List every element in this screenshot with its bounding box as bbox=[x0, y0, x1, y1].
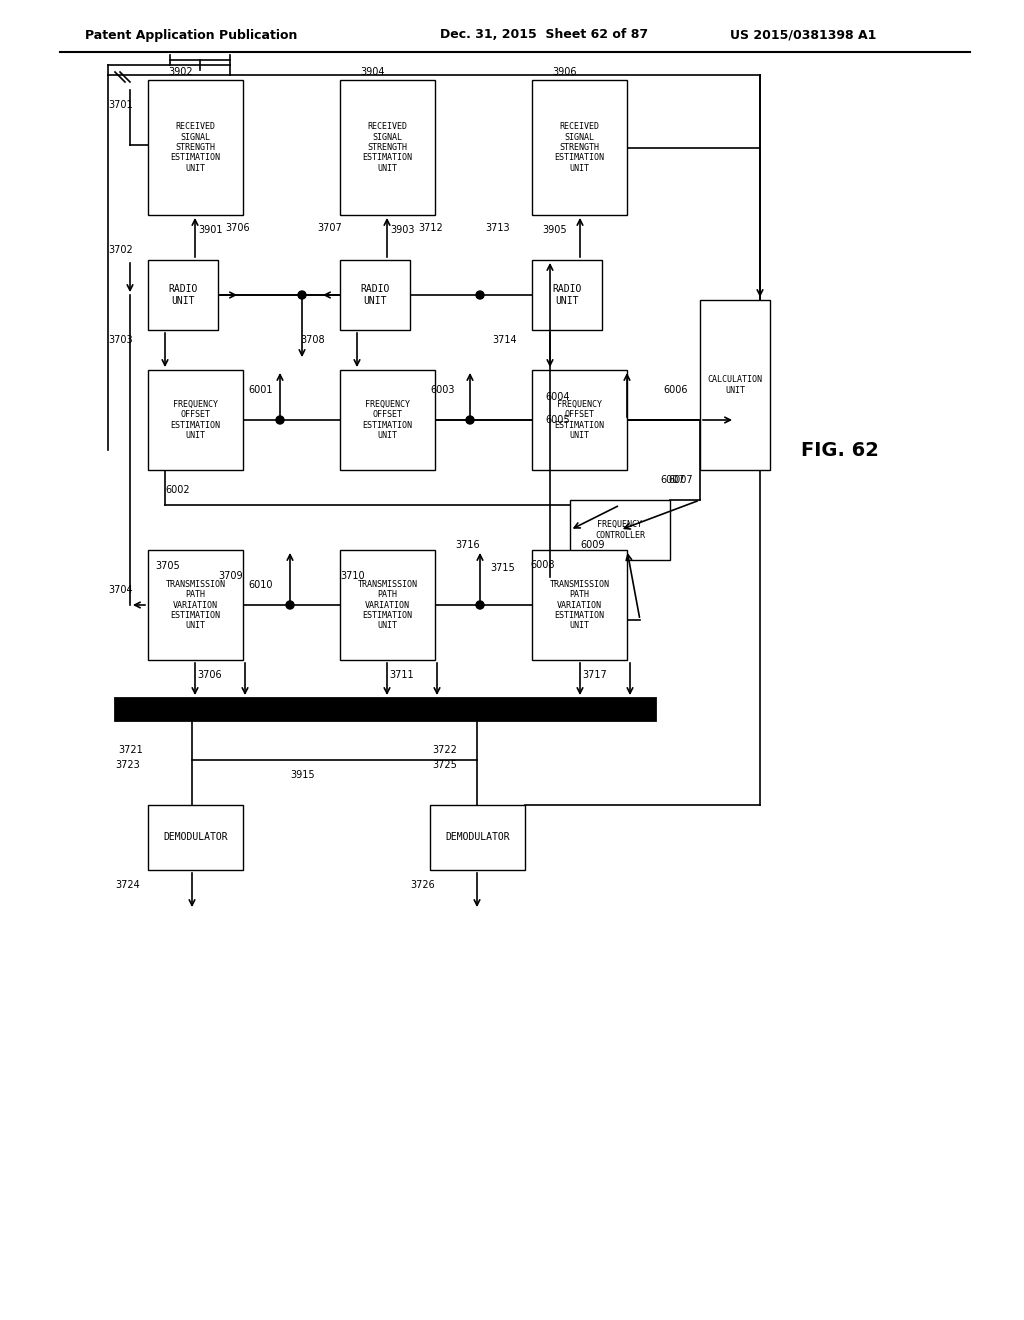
Text: FIG. 62: FIG. 62 bbox=[801, 441, 879, 459]
Text: 3713: 3713 bbox=[485, 223, 510, 234]
Text: 6007: 6007 bbox=[660, 475, 685, 484]
Text: 3711: 3711 bbox=[389, 671, 414, 680]
FancyBboxPatch shape bbox=[532, 550, 627, 660]
FancyBboxPatch shape bbox=[700, 300, 770, 470]
Text: 3901: 3901 bbox=[198, 224, 222, 235]
Text: 3704: 3704 bbox=[108, 585, 133, 595]
Circle shape bbox=[298, 290, 306, 300]
Text: 3706: 3706 bbox=[197, 671, 221, 680]
Text: Patent Application Publication: Patent Application Publication bbox=[85, 29, 297, 41]
Text: FREQUENCY
OFFSET
ESTIMATION
UNIT: FREQUENCY OFFSET ESTIMATION UNIT bbox=[555, 400, 604, 440]
Text: 3904: 3904 bbox=[360, 67, 384, 77]
Bar bbox=[115, 698, 655, 719]
FancyBboxPatch shape bbox=[340, 550, 435, 660]
Text: 3717: 3717 bbox=[582, 671, 607, 680]
Text: 6002: 6002 bbox=[165, 484, 189, 495]
Text: CALCULATION
UNIT: CALCULATION UNIT bbox=[708, 375, 763, 395]
FancyBboxPatch shape bbox=[148, 370, 243, 470]
Text: 3715: 3715 bbox=[490, 564, 515, 573]
Text: 6006: 6006 bbox=[663, 385, 687, 395]
Circle shape bbox=[276, 416, 284, 424]
Text: RECEIVED
SIGNAL
STRENGTH
ESTIMATION
UNIT: RECEIVED SIGNAL STRENGTH ESTIMATION UNIT bbox=[171, 123, 220, 173]
Text: 3710: 3710 bbox=[340, 572, 365, 581]
Text: 3701: 3701 bbox=[108, 100, 133, 110]
Text: 3915: 3915 bbox=[290, 770, 314, 780]
Text: 6008: 6008 bbox=[530, 560, 555, 570]
FancyBboxPatch shape bbox=[532, 81, 627, 215]
FancyBboxPatch shape bbox=[340, 370, 435, 470]
FancyBboxPatch shape bbox=[148, 81, 243, 215]
Text: 6009: 6009 bbox=[580, 540, 604, 550]
Text: 3716: 3716 bbox=[455, 540, 479, 550]
Text: FREQUENCY
OFFSET
ESTIMATION
UNIT: FREQUENCY OFFSET ESTIMATION UNIT bbox=[171, 400, 220, 440]
Text: DEMODULATOR: DEMODULATOR bbox=[445, 833, 510, 842]
Text: RADIO
UNIT: RADIO UNIT bbox=[552, 284, 582, 306]
Text: 3708: 3708 bbox=[300, 335, 325, 345]
Text: 3703: 3703 bbox=[108, 335, 133, 345]
Circle shape bbox=[286, 601, 294, 609]
Text: 6010: 6010 bbox=[248, 579, 272, 590]
Text: 6005: 6005 bbox=[545, 414, 569, 425]
Text: TRANSMISSION
PATH
VARIATION
ESTIMATION
UNIT: TRANSMISSION PATH VARIATION ESTIMATION U… bbox=[357, 579, 418, 630]
Text: 3905: 3905 bbox=[542, 224, 566, 235]
FancyBboxPatch shape bbox=[430, 805, 525, 870]
Text: 6003: 6003 bbox=[430, 385, 455, 395]
Text: 3707: 3707 bbox=[317, 223, 342, 234]
Circle shape bbox=[476, 601, 484, 609]
Text: 6004: 6004 bbox=[545, 392, 569, 403]
Text: 3725: 3725 bbox=[432, 760, 457, 770]
Text: 3702: 3702 bbox=[108, 246, 133, 255]
Text: 3906: 3906 bbox=[552, 67, 577, 77]
Text: FREQUENCY
CONTROLLER: FREQUENCY CONTROLLER bbox=[595, 520, 645, 540]
Text: 3721: 3721 bbox=[118, 744, 142, 755]
FancyBboxPatch shape bbox=[532, 260, 602, 330]
Circle shape bbox=[476, 290, 484, 300]
Text: 6001: 6001 bbox=[248, 385, 272, 395]
Circle shape bbox=[466, 416, 474, 424]
Text: RECEIVED
SIGNAL
STRENGTH
ESTIMATION
UNIT: RECEIVED SIGNAL STRENGTH ESTIMATION UNIT bbox=[362, 123, 413, 173]
Text: RECEIVED
SIGNAL
STRENGTH
ESTIMATION
UNIT: RECEIVED SIGNAL STRENGTH ESTIMATION UNIT bbox=[555, 123, 604, 173]
Text: Dec. 31, 2015  Sheet 62 of 87: Dec. 31, 2015 Sheet 62 of 87 bbox=[440, 29, 648, 41]
FancyBboxPatch shape bbox=[340, 260, 410, 330]
Text: RADIO
UNIT: RADIO UNIT bbox=[168, 284, 198, 306]
FancyBboxPatch shape bbox=[532, 370, 627, 470]
Text: 3714: 3714 bbox=[492, 335, 517, 345]
Text: 3712: 3712 bbox=[418, 223, 442, 234]
Text: 3724: 3724 bbox=[115, 880, 139, 890]
Text: TRANSMISSION
PATH
VARIATION
ESTIMATION
UNIT: TRANSMISSION PATH VARIATION ESTIMATION U… bbox=[166, 579, 225, 630]
FancyBboxPatch shape bbox=[148, 550, 243, 660]
FancyBboxPatch shape bbox=[148, 260, 218, 330]
Text: 3706: 3706 bbox=[225, 223, 250, 234]
Text: FREQUENCY
OFFSET
ESTIMATION
UNIT: FREQUENCY OFFSET ESTIMATION UNIT bbox=[362, 400, 413, 440]
Text: US 2015/0381398 A1: US 2015/0381398 A1 bbox=[730, 29, 877, 41]
Text: 3726: 3726 bbox=[410, 880, 435, 890]
Text: 3903: 3903 bbox=[390, 224, 415, 235]
Text: DEMODULATOR: DEMODULATOR bbox=[163, 833, 227, 842]
Text: RADIO
UNIT: RADIO UNIT bbox=[360, 284, 390, 306]
Text: TRANSMISSION
PATH
VARIATION
ESTIMATION
UNIT: TRANSMISSION PATH VARIATION ESTIMATION U… bbox=[550, 579, 609, 630]
Text: 3705: 3705 bbox=[155, 561, 180, 572]
Text: 6007: 6007 bbox=[668, 475, 692, 484]
Text: 3902: 3902 bbox=[168, 67, 193, 77]
Text: 3722: 3722 bbox=[432, 744, 457, 755]
Text: 3723: 3723 bbox=[115, 760, 139, 770]
FancyBboxPatch shape bbox=[570, 500, 670, 560]
FancyBboxPatch shape bbox=[340, 81, 435, 215]
FancyBboxPatch shape bbox=[148, 805, 243, 870]
Text: 3709: 3709 bbox=[218, 572, 243, 581]
